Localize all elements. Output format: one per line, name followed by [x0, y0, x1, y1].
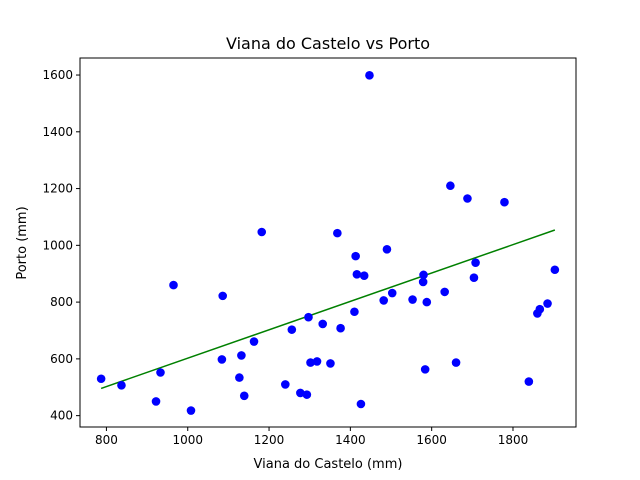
data-point [156, 368, 165, 377]
data-point [318, 319, 328, 329]
y-axis-label: Porto (mm) [15, 206, 30, 279]
data-point [356, 399, 366, 409]
data-point [336, 323, 345, 333]
y-tick-label: 1000 [42, 238, 73, 252]
data-point [249, 337, 259, 346]
data-point [365, 71, 374, 80]
data-point [96, 374, 106, 384]
data-point [235, 373, 244, 382]
data-point [350, 307, 359, 317]
x-axis-ticks: 800 1000 1200 1400 1600 1800 [95, 427, 528, 447]
data-point [296, 388, 305, 398]
data-point [151, 397, 161, 406]
data-point [304, 312, 313, 322]
x-tick-label: 1400 [335, 433, 366, 447]
data-point [440, 287, 449, 297]
data-point [169, 280, 178, 290]
x-tick-label: 1600 [416, 433, 447, 447]
data-point [218, 291, 228, 301]
data-point [471, 258, 480, 267]
data-point [117, 380, 126, 390]
y-tick-label: 1200 [42, 182, 73, 196]
data-point [302, 390, 312, 399]
data-point [387, 288, 397, 298]
y-tick-label: 400 [50, 409, 73, 423]
scatter-points [96, 71, 560, 415]
data-point [352, 269, 362, 279]
data-point [217, 355, 227, 364]
x-tick-label: 1200 [254, 433, 285, 447]
data-point [419, 270, 428, 280]
data-point [535, 304, 545, 314]
data-point [422, 297, 432, 307]
data-point [351, 251, 360, 261]
data-point [326, 359, 335, 368]
data-point [359, 271, 369, 281]
data-point [500, 197, 509, 207]
data-point [287, 325, 297, 334]
y-tick-label: 800 [50, 295, 73, 309]
x-tick-label: 1000 [172, 433, 203, 447]
data-point [543, 299, 552, 308]
y-tick-label: 600 [50, 352, 73, 366]
trendline [100, 229, 556, 390]
x-tick-label: 1800 [498, 433, 529, 447]
data-point [333, 228, 342, 238]
trendline-group [100, 229, 556, 390]
data-point [451, 358, 461, 367]
data-point [239, 391, 249, 401]
data-point [312, 357, 322, 366]
data-point [257, 227, 267, 237]
x-axis-label: Viana do Castelo (mm) [254, 457, 403, 472]
data-point [281, 380, 290, 389]
data-point [408, 295, 417, 304]
y-tick-label: 1400 [42, 125, 73, 139]
x-tick-label: 800 [95, 433, 118, 447]
y-tick-label: 1600 [42, 68, 73, 82]
y-axis-ticks: 400 600 800 1000 1200 1400 1600 [42, 68, 80, 423]
data-point [420, 365, 430, 374]
data-point [463, 194, 472, 203]
data-point [550, 265, 560, 275]
data-point [186, 406, 196, 415]
data-point [469, 273, 479, 282]
data-point [237, 351, 246, 360]
data-point [379, 296, 388, 305]
data-point [524, 377, 534, 386]
data-point [418, 277, 428, 287]
data-point [382, 245, 392, 254]
chart-title: Viana do Castelo vs Porto [226, 34, 430, 53]
data-point [446, 181, 455, 191]
plot-area-frame [79, 57, 577, 428]
data-point [306, 358, 315, 367]
